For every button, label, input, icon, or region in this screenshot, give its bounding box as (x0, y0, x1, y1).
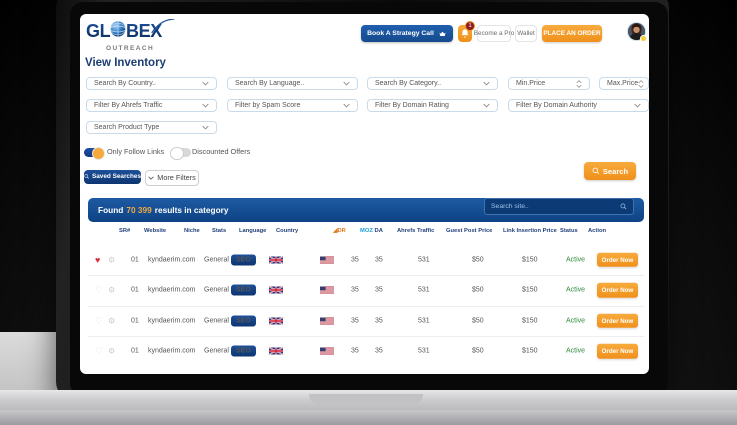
svg-text:GL: GL (86, 21, 111, 41)
svg-text:BEX: BEX (126, 21, 162, 41)
